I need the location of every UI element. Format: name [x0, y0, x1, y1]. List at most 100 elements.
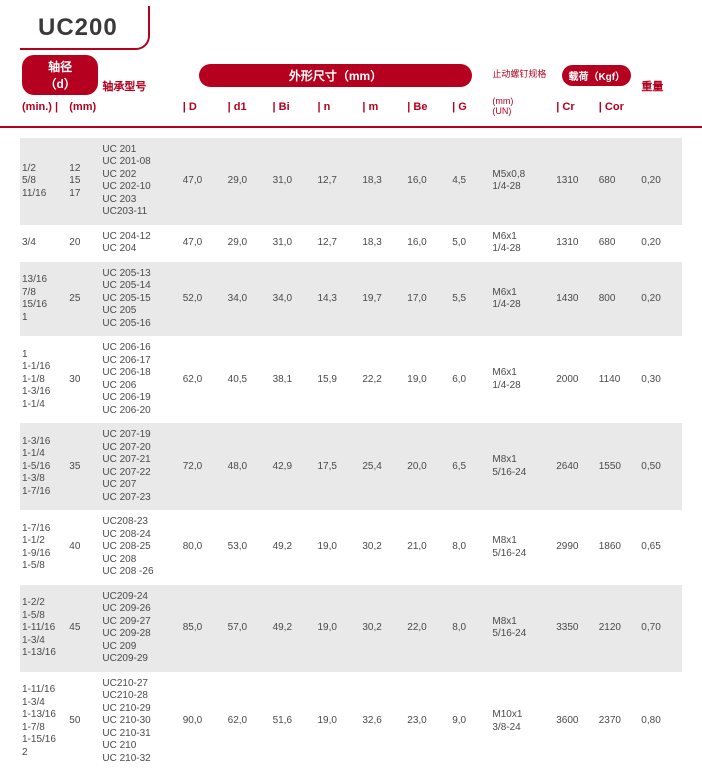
cell-min: 1/2 5/8 11/16: [20, 138, 67, 225]
cell-m: 19,7: [360, 262, 405, 337]
cell-Cor: 680: [597, 138, 640, 225]
cell-Cor: 1140: [597, 336, 640, 423]
table-row: 1-7/16 1-1/2 1-9/16 1-5/840UC208-23 UC 2…: [20, 510, 682, 585]
cell-Cor: 2370: [597, 672, 640, 771]
cell-screw: M10x1 3/8-24: [490, 672, 554, 771]
cell-min: 1-11/16 1-3/4 1-13/16 1-7/8 1-15/16 2: [20, 672, 67, 771]
cell-wt: 0,30: [639, 336, 682, 423]
cell-n: 14,3: [315, 262, 360, 337]
cell-n: 17,5: [315, 423, 360, 510]
cell-model: UC210-27 UC210-28 UC 210-29 UC 210-30 UC…: [100, 672, 180, 771]
cell-mm: 25: [67, 262, 100, 337]
cell-min: 1-7/16 1-1/2 1-9/16 1-5/8: [20, 510, 67, 585]
cell-Bi: 49,2: [271, 510, 316, 585]
cell-D: 47,0: [181, 225, 226, 262]
cell-Cr: 2000: [554, 336, 597, 423]
col-m: | m: [360, 96, 405, 118]
cell-Cr: 1430: [554, 262, 597, 337]
cell-Cr: 1310: [554, 225, 597, 262]
cell-model: UC209-24 UC 209-26 UC 209-27 UC 209-28 U…: [100, 585, 180, 672]
col-d1: | d1: [226, 96, 271, 118]
cell-wt: 0,20: [639, 138, 682, 225]
cell-D: 62,0: [181, 336, 226, 423]
cell-Be: 16,0: [405, 138, 450, 225]
title-text: UC200: [38, 14, 118, 41]
cell-model: UC 206-16 UC 206-17 UC 206-18 UC 206 UC …: [100, 336, 180, 423]
table-row: 1-2/2 1-5/8 1-11/16 1-3/4 1-13/1645UC209…: [20, 585, 682, 672]
cell-wt: 0,50: [639, 423, 682, 510]
cell-mm: 30: [67, 336, 100, 423]
cell-Bi: 51,6: [271, 672, 316, 771]
cell-D: 90,0: [181, 672, 226, 771]
cell-D: 72,0: [181, 423, 226, 510]
cell-mm: 20: [67, 225, 100, 262]
col-Be: | Be: [405, 96, 450, 118]
col-screw-units: (mm)(UN): [490, 96, 554, 118]
col-Bi: | Bi: [271, 96, 316, 118]
cell-screw: M5x0,8 1/4-28: [490, 138, 554, 225]
cell-model: UC 205-13 UC 205-14 UC 205-15 UC 205 UC …: [100, 262, 180, 337]
cell-G: 5,0: [450, 225, 490, 262]
cell-screw: M6x1 1/4-28: [490, 336, 554, 423]
cell-n: 19,0: [315, 585, 360, 672]
cell-D: 85,0: [181, 585, 226, 672]
cell-wt: 0,20: [639, 225, 682, 262]
cell-mm: 35: [67, 423, 100, 510]
cell-d1: 34,0: [226, 262, 271, 337]
cell-G: 9,0: [450, 672, 490, 771]
cell-Be: 17,0: [405, 262, 450, 337]
cell-d1: 40,5: [226, 336, 271, 423]
cell-n: 19,0: [315, 672, 360, 771]
cell-D: 80,0: [181, 510, 226, 585]
cell-D: 52,0: [181, 262, 226, 337]
cell-D: 47,0: [181, 138, 226, 225]
table-row: 13/16 7/8 15/16 125UC 205-13 UC 205-14 U…: [20, 262, 682, 337]
cell-n: 15,9: [315, 336, 360, 423]
cell-Cr: 1310: [554, 138, 597, 225]
cell-min: 13/16 7/8 15/16 1: [20, 262, 67, 337]
cell-Be: 20,0: [405, 423, 450, 510]
dimensions-pill: 外形尺寸（mm）: [199, 64, 472, 87]
cell-d1: 29,0: [226, 225, 271, 262]
col-mm: (mm): [67, 96, 100, 118]
cell-G: 6,5: [450, 423, 490, 510]
cell-model: UC 204-12 UC 204: [100, 225, 180, 262]
cell-G: 6,0: [450, 336, 490, 423]
cell-m: 32,6: [360, 672, 405, 771]
cell-Cor: 680: [597, 225, 640, 262]
cell-m: 30,2: [360, 585, 405, 672]
cell-Be: 21,0: [405, 510, 450, 585]
product-series-title: UC200: [20, 6, 150, 50]
col-G: | G: [450, 96, 490, 118]
cell-Bi: 34,0: [271, 262, 316, 337]
col-screw-spec: 止动螺钉规格: [490, 54, 554, 96]
table-row: 1 1-1/16 1-1/8 1-3/16 1-1/430UC 206-16 U…: [20, 336, 682, 423]
table-body: 1/2 5/8 11/1612 15 17UC 201 UC 201-08 UC…: [0, 128, 702, 771]
shaft-diameter-pill: 轴径（d）: [22, 55, 98, 95]
cell-mm: 45: [67, 585, 100, 672]
cell-Bi: 31,0: [271, 138, 316, 225]
cell-mm: 50: [67, 672, 100, 771]
cell-wt: 0,80: [639, 672, 682, 771]
cell-min: 1 1-1/16 1-1/8 1-3/16 1-1/4: [20, 336, 67, 423]
cell-Bi: 42,9: [271, 423, 316, 510]
cell-min: 1-3/16 1-1/4 1-5/16 1-3/8 1-7/16: [20, 423, 67, 510]
cell-m: 18,3: [360, 138, 405, 225]
cell-d1: 53,0: [226, 510, 271, 585]
cell-screw: M8x1 5/16-24: [490, 423, 554, 510]
cell-screw: M8x1 5/16-24: [490, 510, 554, 585]
cell-mm: 12 15 17: [67, 138, 100, 225]
cell-Cr: 2990: [554, 510, 597, 585]
cell-min: 1-2/2 1-5/8 1-11/16 1-3/4 1-13/16: [20, 585, 67, 672]
cell-Cor: 800: [597, 262, 640, 337]
cell-Be: 19,0: [405, 336, 450, 423]
cell-mm: 40: [67, 510, 100, 585]
cell-n: 12,7: [315, 225, 360, 262]
cell-Cor: 1550: [597, 423, 640, 510]
cell-m: 25,4: [360, 423, 405, 510]
cell-G: 4,5: [450, 138, 490, 225]
cell-model: UC208-23 UC 208-24 UC 208-25 UC 208 UC 2…: [100, 510, 180, 585]
cell-Cor: 2120: [597, 585, 640, 672]
cell-Be: 16,0: [405, 225, 450, 262]
cell-d1: 29,0: [226, 138, 271, 225]
